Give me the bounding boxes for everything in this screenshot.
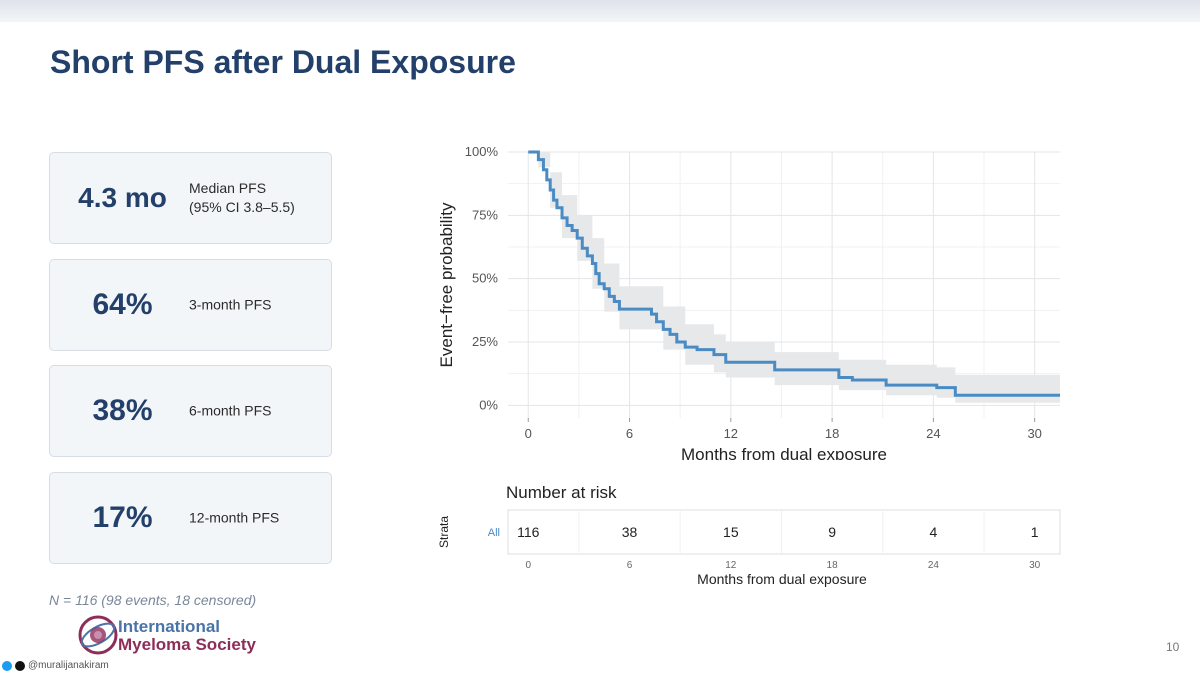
- x-logo-icon: [15, 660, 25, 671]
- y-tick-label: 75%: [472, 207, 498, 222]
- society-logo-text: International Myeloma Society: [118, 618, 256, 654]
- risk-x-tick-label: 0: [525, 560, 531, 571]
- survival-curve: [528, 150, 1060, 397]
- median-pfs-label-line1: Median PFS: [189, 180, 267, 196]
- social-handle-text: @muralijanakiram: [28, 660, 109, 671]
- x-tick-label: 6: [626, 426, 633, 441]
- pfs-3month-label: 3-month PFS: [189, 296, 272, 313]
- pfs-12month-value: 17%: [92, 501, 153, 534]
- y-tick-label: 25%: [472, 334, 498, 349]
- x-tick-label: 12: [724, 426, 738, 441]
- y-tick-label: 0%: [479, 397, 498, 412]
- y-tick-label: 100%: [465, 144, 499, 159]
- x-tick-label: 0: [525, 426, 532, 441]
- strata-axis-label: Strata: [437, 516, 451, 548]
- logo-line2: Myeloma Society: [118, 635, 256, 654]
- pfs-3month-card: 64% 3-month PFS: [49, 259, 332, 351]
- confidence-band: [528, 152, 1060, 403]
- logo-line1: International: [118, 617, 221, 636]
- median-pfs-value: 4.3 mo: [78, 182, 167, 213]
- x-tick-label: 18: [825, 426, 839, 441]
- risk-count: 116: [517, 524, 540, 540]
- y-axis-title: Event−free probability: [437, 202, 456, 367]
- pfs-6month-label: 6-month PFS: [189, 402, 272, 419]
- risk-count: 9: [828, 524, 836, 540]
- society-logo-icon: [78, 615, 118, 655]
- risk-x-tick-label: 30: [1029, 560, 1041, 571]
- risk-table-box: [507, 509, 1061, 555]
- pfs-6month-value: 38%: [92, 394, 153, 427]
- risk-x-tick-label: 24: [928, 560, 940, 571]
- social-handle: @muralijanakiram: [2, 660, 109, 671]
- risk-count: 1: [1031, 524, 1039, 540]
- km-chart: 0 6 12 18 24 30 0% 25% 50% 75% 100% Months from dua…: [437, 144, 1060, 460]
- risk-count: 38: [622, 524, 638, 540]
- risk-x-axis-title: Months from dual exposure: [697, 571, 867, 587]
- pfs-12month-label: 12-month PFS: [189, 509, 280, 526]
- median-pfs-label-line2: (95% CI 3.8–5.5): [189, 199, 295, 215]
- risk-count: 15: [723, 524, 739, 540]
- strata-name: All: [488, 527, 500, 539]
- risk-x-tick-label: 12: [725, 560, 737, 571]
- y-tick-label: 50%: [472, 271, 498, 286]
- risk-x-tick-label: 18: [827, 560, 839, 571]
- footnote: N = 116 (98 events, 18 censored): [49, 592, 257, 608]
- risk-table-title: Number at risk: [506, 483, 617, 502]
- median-pfs-label: Median PFS (95% CI 3.8–5.5): [189, 179, 295, 217]
- risk-table: Number at risk 116 0 38 6 15 12 9 18 4 24 1 30 All Str…: [437, 483, 1061, 587]
- x-axis-title: Months from dual exposure: [681, 445, 887, 460]
- pfs-3month-value: 64%: [92, 288, 153, 321]
- risk-x-tick-label: 6: [627, 560, 633, 571]
- pfs-12month-card: 17% 12-month PFS: [49, 472, 332, 564]
- page-number: 10: [1166, 640, 1180, 654]
- pfs-6month-card: 38% 6-month PFS: [49, 365, 332, 457]
- x-tick-label: 24: [926, 426, 940, 441]
- median-pfs-card: 4.3 mo Median PFS (95% CI 3.8–5.5): [49, 152, 332, 244]
- x-tick-label: 30: [1027, 426, 1041, 441]
- slide-title: Short PFS after Dual Exposure: [50, 44, 516, 80]
- twitter-bird-icon: [2, 660, 12, 671]
- top-bar: [0, 0, 1200, 22]
- risk-count: 4: [929, 524, 937, 540]
